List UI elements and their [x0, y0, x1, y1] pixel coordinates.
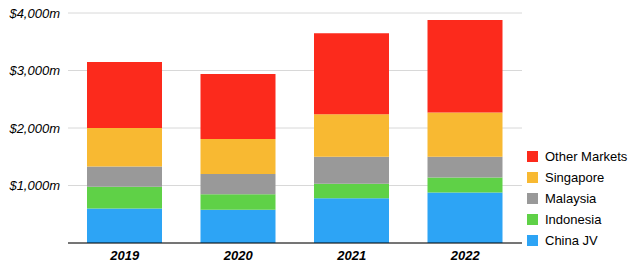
html-text:Malaysia: Malaysia: [545, 191, 597, 206]
svg-text:2019: 2019: [109, 248, 140, 263]
html-text:Indonesia: Indonesia: [545, 212, 602, 227]
html-text:Singapore: Singapore: [545, 170, 605, 185]
svg-text:$2,000m: $2,000m: [8, 121, 60, 136]
svg-text:2021: 2021: [336, 248, 366, 263]
svg-text:2022: 2022: [450, 248, 481, 263]
html-text:China JV: China JV: [545, 233, 598, 248]
html-text:Other Markets: Other Markets: [545, 149, 628, 164]
svg-text:$1,000m: $1,000m: [8, 178, 60, 193]
svg-text:$3,000m: $3,000m: [8, 63, 60, 78]
svg-text:2020: 2020: [223, 248, 254, 263]
svg-text:$4,000m: $4,000m: [8, 6, 60, 21]
